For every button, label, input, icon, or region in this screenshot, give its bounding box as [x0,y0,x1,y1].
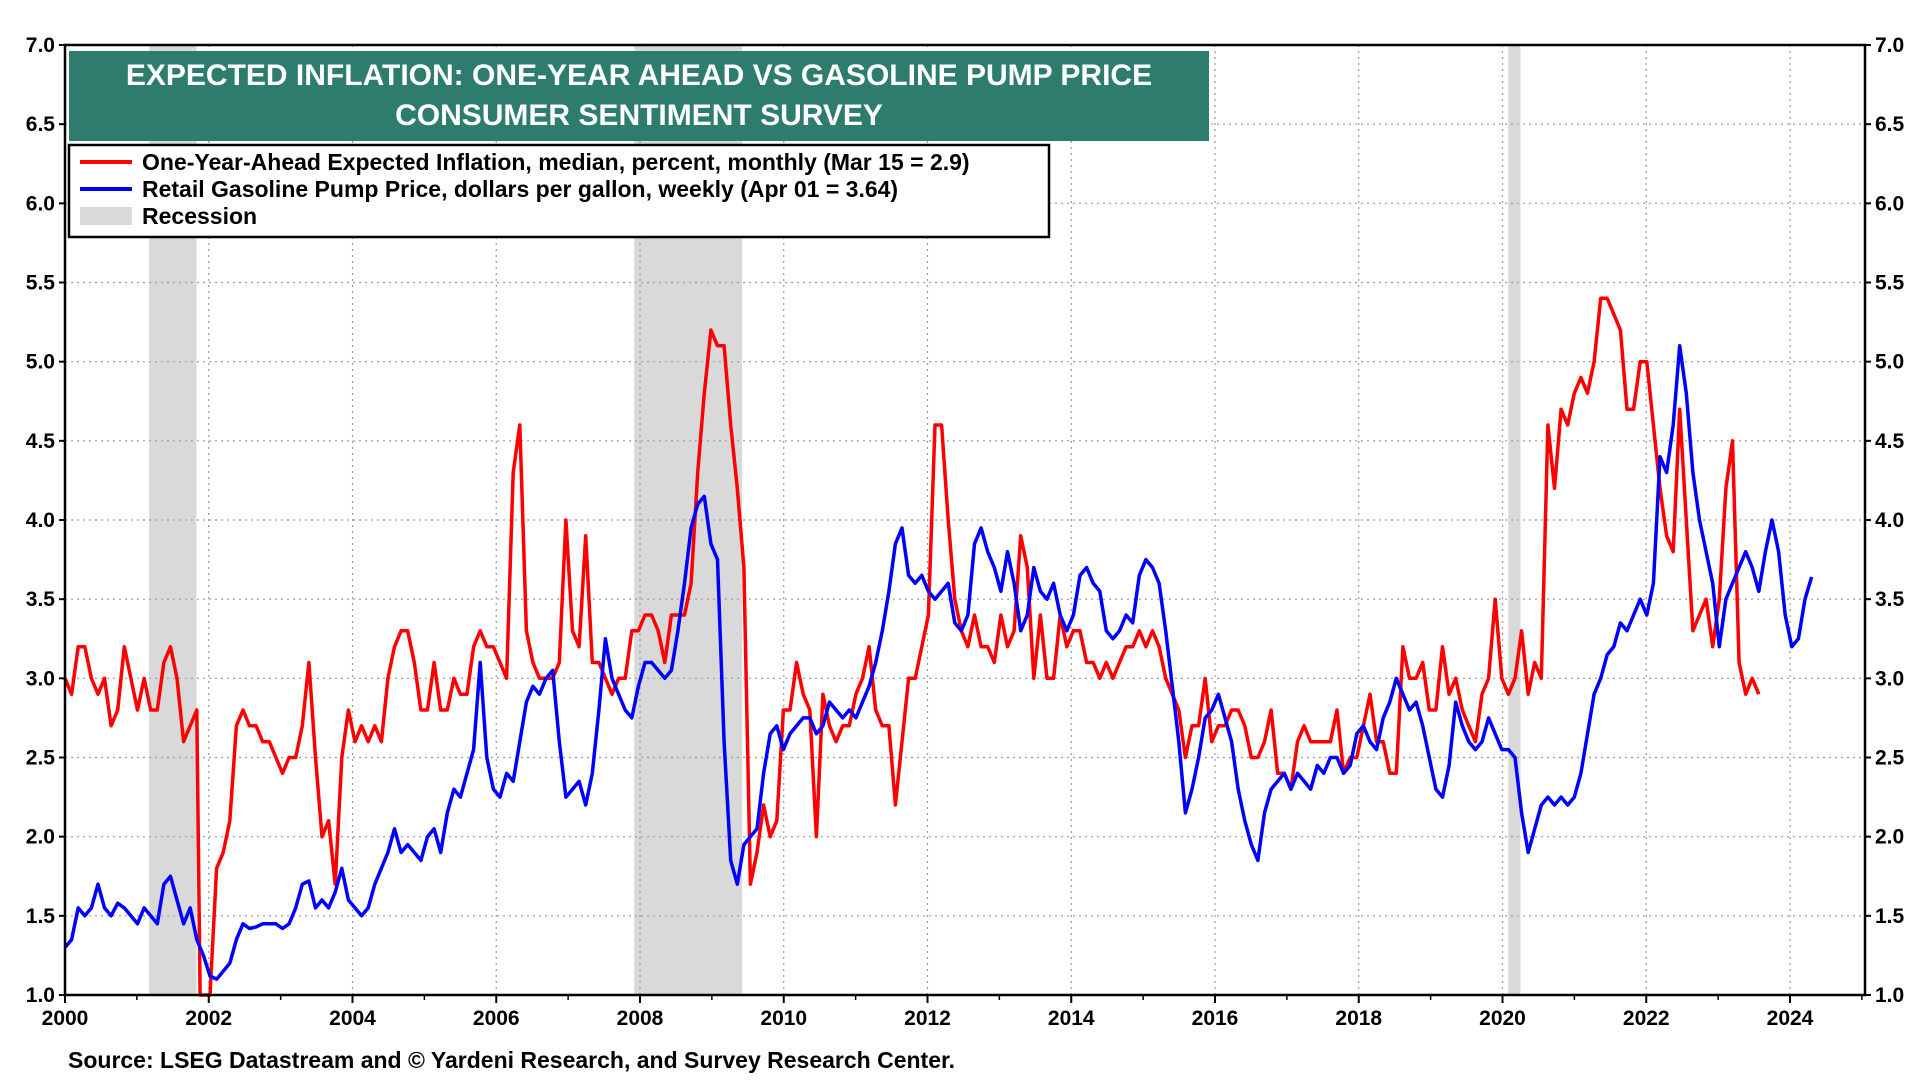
y-tick-label-right: 4.5 [1875,430,1905,453]
y-tick-label-left: 5.5 [26,272,56,295]
y-tick-label-right: 2.0 [1875,826,1904,849]
x-tick-label: 2008 [617,1007,664,1030]
chart-title-line-2: CONSUMER SENTIMENT SURVEY [395,99,883,132]
series-line-gasoline-price [63,344,1814,981]
legend: One-Year-Ahead Expected Inflation, media… [67,143,1051,239]
y-tick-label-right: 6.5 [1875,113,1905,136]
gridlines [65,45,1865,995]
y-axis-right: 1.0 1.5 2.0 2.5 3.0 3.5 4.0 4.5 5.0 5.5 6.0 6.5 7.0 [1865,34,1905,1007]
y-tick-label-left: 6.0 [26,192,55,215]
series-lines [63,296,1814,997]
title-box: EXPECTED INFLATION: ONE-YEAR AHEAD VS GA… [69,51,1209,141]
x-tick-label: 2002 [185,1007,232,1030]
y-tick-label-left: 7.0 [26,34,55,57]
y-tick-label-right: 5.0 [1875,351,1904,374]
y-tick-label-right: 2.5 [1875,747,1905,770]
y-tick-label-left: 4.0 [26,509,55,532]
legend-label-recession: Recession [142,203,257,229]
y-axis-left: 1.0 1.5 2.0 2.5 3.0 3.5 4.0 4.5 5.0 5.5 6.0 6.5 7.0 [26,34,65,1007]
x-tick-label: 2024 [1767,1007,1814,1030]
y-tick-label-left: 2.0 [26,826,55,849]
y-tick-label-right: 3.5 [1875,588,1905,611]
x-tick-label: 2006 [473,1007,520,1030]
y-tick-label-right: 1.5 [1875,905,1905,928]
y-tick-label-right: 5.5 [1875,272,1905,295]
y-tick-label-right: 4.0 [1875,509,1904,532]
legend-label-inflation: One-Year-Ahead Expected Inflation, media… [142,149,970,175]
chart-title-line-1: EXPECTED INFLATION: ONE-YEAR AHEAD VS GA… [126,59,1152,92]
y-tick-label-left: 5.0 [26,351,55,374]
series-line-expected-inflation [63,296,1761,997]
y-tick-label-left: 6.5 [26,113,56,136]
y-tick-label-left: 1.0 [26,984,55,1007]
legend-swatch-recession [80,207,132,225]
x-tick-label: 2016 [1192,1007,1239,1030]
y-tick-label-left: 2.5 [26,747,56,770]
x-tick-label: 2012 [904,1007,951,1030]
x-tick-label: 2000 [42,1007,89,1030]
y-tick-label-left: 3.5 [26,588,56,611]
x-tick-label: 2010 [760,1007,807,1030]
y-tick-label-right: 6.0 [1875,192,1904,215]
x-tick-label: 2022 [1623,1007,1670,1030]
y-tick-label-left: 3.0 [26,667,55,690]
source-note: Source: LSEG Datastream and © Yardeni Re… [68,1047,955,1073]
x-tick-label: 2020 [1479,1007,1526,1030]
y-tick-label-left: 1.5 [26,905,56,928]
x-tick-label: 2004 [329,1007,376,1030]
y-tick-label-right: 1.0 [1875,984,1904,1007]
x-tick-label: 2018 [1335,1007,1382,1030]
x-tick-label: 2014 [1048,1007,1095,1030]
legend-label-gasoline: Retail Gasoline Pump Price, dollars per … [142,176,898,202]
x-axis: 2000 2002 2004 2006 2008 2010 2012 2014 2016 2018… [42,995,1863,1030]
y-tick-label-right: 3.0 [1875,667,1904,690]
y-tick-label-left: 4.5 [26,430,56,453]
y-tick-label-right: 7.0 [1875,34,1904,57]
